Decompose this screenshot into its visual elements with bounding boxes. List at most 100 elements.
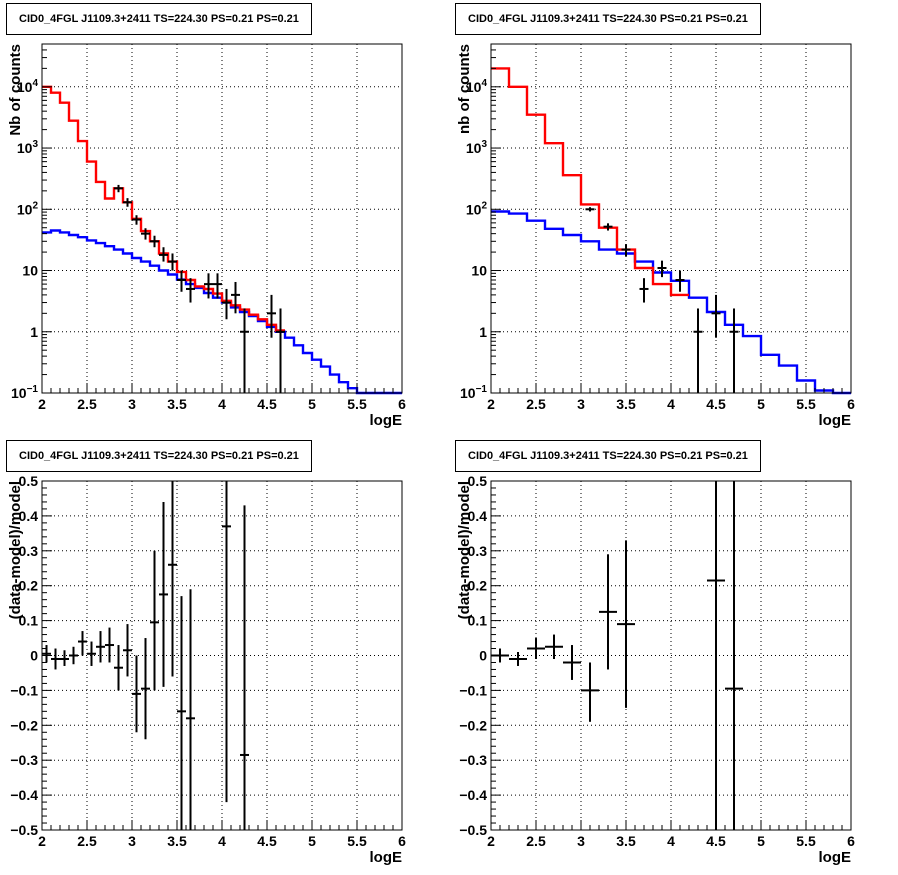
x-tick-label: 6 bbox=[847, 396, 855, 412]
y-axis-label: Nb of counts bbox=[7, 44, 24, 136]
y-tick-label: 0.1 bbox=[19, 613, 39, 629]
data-point bbox=[78, 631, 87, 656]
data-point bbox=[123, 198, 132, 207]
x-tick-label: 3.5 bbox=[616, 833, 636, 849]
data-point bbox=[132, 215, 141, 225]
x-tick-label: 3 bbox=[128, 833, 136, 849]
x-tick-label: 2.5 bbox=[526, 396, 546, 412]
data-point bbox=[186, 278, 195, 303]
data-point bbox=[222, 481, 231, 803]
pad-top-right: 2 2.5 3 3.5 4 4.5 5 5.5 6 logE 10−1 1 10 102 103 104 nb … bbox=[449, 0, 898, 437]
data-point bbox=[693, 308, 703, 393]
y-tick-label: 10 bbox=[471, 263, 487, 279]
data-point bbox=[159, 501, 168, 687]
plot-svg: 2 2.5 3 3.5 4 4.5 5 5.5 6logE−0.5−0.4−0.3−0.2−0.… bbox=[7, 473, 406, 866]
x-tick-label: 3 bbox=[577, 396, 585, 412]
data-point bbox=[527, 638, 545, 659]
data-point bbox=[60, 650, 69, 666]
data-point bbox=[105, 627, 114, 663]
data-point bbox=[114, 645, 123, 691]
data-point bbox=[177, 270, 186, 292]
x-tick-label: 4 bbox=[218, 396, 226, 412]
x-axis: 2 2.5 3 3.5 4 4.5 5 5.5 6 bbox=[38, 383, 406, 412]
x-tick-label: 3 bbox=[577, 833, 585, 849]
y-tick-label: −0.1 bbox=[459, 682, 487, 698]
x-tick-label: 2.5 bbox=[77, 833, 97, 849]
data-point bbox=[581, 662, 599, 722]
data-points bbox=[491, 481, 743, 830]
data-point bbox=[657, 260, 667, 278]
data-point bbox=[707, 481, 725, 830]
plot-title: CID0_4FGL J1109.3+2411 TS=224.30 PS=0.21… bbox=[6, 3, 312, 35]
model-total-line bbox=[42, 85, 285, 332]
data-point bbox=[621, 244, 631, 257]
x-tick-label: 5 bbox=[757, 396, 765, 412]
y-tick-label: 102 bbox=[17, 200, 39, 217]
data-point bbox=[276, 308, 285, 393]
x-tick-label: 2 bbox=[487, 833, 495, 849]
data-point bbox=[141, 638, 150, 740]
y-tick-label: 10−1 bbox=[11, 384, 38, 401]
x-axis: 2 2.5 3 3.5 4 4.5 5 5.5 6 bbox=[38, 820, 406, 849]
x-tick-label: 3.5 bbox=[616, 396, 636, 412]
data-point bbox=[240, 505, 249, 830]
data-point bbox=[563, 645, 581, 680]
data-point bbox=[150, 235, 159, 248]
data-point bbox=[168, 253, 177, 271]
y-tick-label: 104 bbox=[466, 78, 488, 95]
x-axis-label: logE bbox=[370, 849, 403, 866]
y-tick-label: 0.1 bbox=[468, 613, 488, 629]
y-tick-label: −0.3 bbox=[10, 752, 38, 768]
y-tick-label: −0.4 bbox=[10, 787, 38, 803]
y-axis: 10−1 1 10 102 103 104 bbox=[460, 43, 501, 401]
y-axis: 10−1 1 10 102 103 104 bbox=[11, 43, 52, 401]
data-point bbox=[159, 247, 168, 262]
data-point bbox=[240, 308, 249, 393]
data-points bbox=[585, 207, 739, 393]
data-point bbox=[87, 641, 96, 666]
x-axis-label: logE bbox=[819, 412, 852, 429]
data-point bbox=[150, 550, 159, 691]
x-axis-label: logE bbox=[819, 849, 852, 866]
x-tick-label: 2.5 bbox=[77, 396, 97, 412]
y-tick-label: 0.5 bbox=[468, 473, 488, 489]
y-tick-label: 0.4 bbox=[19, 508, 39, 524]
pad-bottom-left: 2 2.5 3 3.5 4 4.5 5 5.5 6 logE −0.5 −0.4 −0.3 −0.2 −0.… bbox=[0, 437, 449, 875]
data-point bbox=[617, 540, 635, 708]
y-tick-label: 0.2 bbox=[19, 578, 39, 594]
pad-bottom-right: 2 2.5 3 3.5 4 4.5 5 5.5 6 logE −0.5 −0.4 −0.3 −0.2 −0.… bbox=[449, 437, 898, 875]
x-tick-label: 5 bbox=[308, 833, 316, 849]
y-tick-label: −0.5 bbox=[10, 822, 38, 838]
model-source-line bbox=[42, 229, 402, 395]
grid bbox=[42, 481, 402, 830]
y-axis-label: nb of counts bbox=[456, 44, 473, 134]
data-point bbox=[42, 645, 51, 663]
x-tick-label: 4.5 bbox=[706, 833, 726, 849]
data-points bbox=[42, 481, 249, 830]
data-point bbox=[585, 207, 595, 212]
y-tick-label: −0.2 bbox=[459, 717, 487, 733]
y-tick-label: 0.2 bbox=[468, 578, 488, 594]
grid bbox=[491, 44, 851, 393]
y-tick-label: 10 bbox=[22, 263, 38, 279]
x-tick-label: 3.5 bbox=[167, 396, 187, 412]
plot-svg: 2 2.5 3 3.5 4 4.5 5 5.5 6logE−0.5−0.4−0.3−0.2−0.… bbox=[456, 473, 855, 866]
x-axis-label: logE bbox=[370, 412, 403, 429]
data-point bbox=[51, 648, 60, 670]
data-point bbox=[141, 228, 150, 240]
data-point bbox=[729, 308, 739, 393]
y-tick-label: 1 bbox=[479, 324, 487, 340]
y-tick-label: 103 bbox=[466, 139, 488, 156]
data-point bbox=[114, 184, 123, 193]
y-tick-label: −0.4 bbox=[459, 787, 487, 803]
y-axis-label: (data-model)/model bbox=[7, 481, 24, 619]
data-points bbox=[114, 184, 285, 393]
y-tick-label: 0 bbox=[479, 648, 487, 664]
y-tick-label: 0.4 bbox=[468, 508, 488, 524]
y-tick-label: 0 bbox=[30, 648, 38, 664]
pad-top-left: 2 2.5 3 3.5 4 4.5 5 5.5 6 logE 10−1 1 10 102 103 104 Nb … bbox=[0, 0, 449, 437]
y-tick-label: 0.5 bbox=[19, 473, 39, 489]
x-tick-label: 6 bbox=[398, 833, 406, 849]
data-point bbox=[675, 270, 685, 292]
